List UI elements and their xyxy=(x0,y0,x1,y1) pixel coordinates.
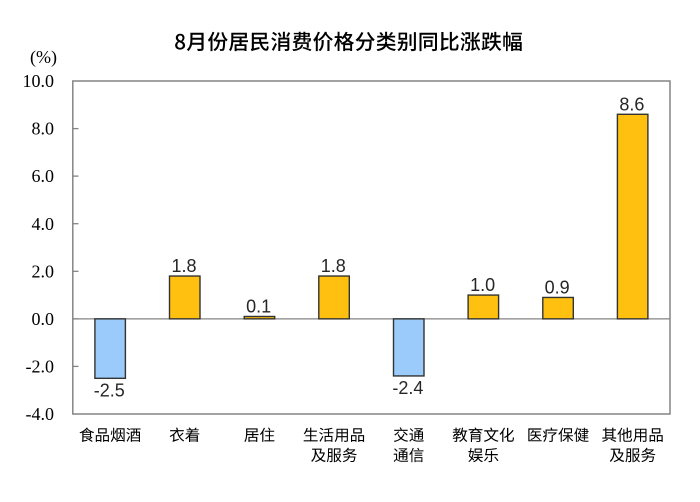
svg-text:-4.0: -4.0 xyxy=(26,404,55,424)
svg-text:0.0: 0.0 xyxy=(32,309,55,329)
svg-text:8.0: 8.0 xyxy=(32,119,55,139)
svg-text:0.1: 0.1 xyxy=(246,297,271,317)
svg-text:1.8: 1.8 xyxy=(171,256,196,276)
svg-text:1.0: 1.0 xyxy=(470,275,495,295)
svg-text:1.8: 1.8 xyxy=(321,256,346,276)
svg-text:8.6: 8.6 xyxy=(619,94,644,114)
svg-text:4.0: 4.0 xyxy=(32,214,55,234)
svg-text:(%): (%) xyxy=(30,47,57,68)
svg-text:-2.0: -2.0 xyxy=(26,357,55,377)
svg-text:-2.4: -2.4 xyxy=(392,378,423,398)
svg-text:-2.5: -2.5 xyxy=(94,381,125,401)
svg-text:2.0: 2.0 xyxy=(32,261,55,281)
svg-text:0.9: 0.9 xyxy=(545,278,570,298)
svg-text:10.0: 10.0 xyxy=(23,71,55,91)
svg-text:6.0: 6.0 xyxy=(32,166,55,186)
